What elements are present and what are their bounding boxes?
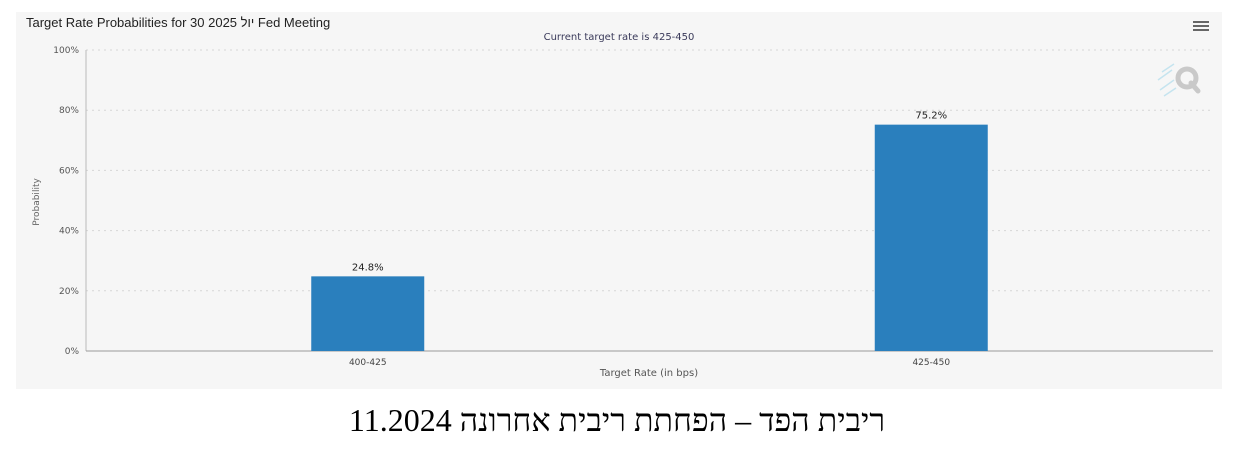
chart-caption: ריבית הפד – הפחתת ריבית אחרונה 11.2024 bbox=[348, 402, 886, 438]
y-tick-label: 20% bbox=[59, 287, 79, 297]
menu-line bbox=[1193, 21, 1209, 23]
y-axis-title: Probability bbox=[32, 178, 42, 226]
y-tick-label: 60% bbox=[59, 166, 79, 176]
x-tick-label: 425-450 bbox=[912, 358, 950, 368]
data-label: 24.8% bbox=[352, 262, 384, 273]
bar-chart: 0% 20% 40% 60% 80% 100% 24.8% 75.2% 400-425 425… bbox=[32, 46, 1213, 379]
axes bbox=[85, 50, 1213, 352]
y-tick-label: 0% bbox=[65, 347, 80, 357]
chart-subtitle: Current target rate is 425-450 bbox=[543, 32, 695, 43]
bar bbox=[311, 276, 425, 351]
x-tick-label: 400-425 bbox=[349, 358, 387, 368]
chart-title: Target Rate Probabilities for 30 יול 202… bbox=[26, 15, 331, 30]
y-tick-label: 40% bbox=[59, 227, 79, 237]
data-label: 75.2% bbox=[915, 111, 947, 122]
y-tick-labels: 0% 20% 40% 60% 80% 100% bbox=[53, 46, 79, 357]
q-logo-icon bbox=[1157, 63, 1201, 97]
bars bbox=[311, 124, 988, 351]
bar bbox=[874, 124, 988, 351]
menu-line bbox=[1193, 25, 1209, 27]
data-labels: 24.8% 75.2% bbox=[352, 111, 947, 274]
x-axis-title: Target Rate (in bps) bbox=[599, 368, 698, 379]
gridlines bbox=[86, 49, 1213, 292]
y-tick-label: 80% bbox=[59, 106, 79, 116]
hamburger-menu-icon[interactable] bbox=[1193, 20, 1209, 32]
menu-line bbox=[1193, 29, 1209, 31]
x-tick-labels: 400-425 425-450 bbox=[349, 358, 950, 368]
chart-panel: Target Rate Probabilities for 30 יול 202… bbox=[16, 12, 1222, 389]
y-tick-label: 100% bbox=[53, 46, 79, 56]
